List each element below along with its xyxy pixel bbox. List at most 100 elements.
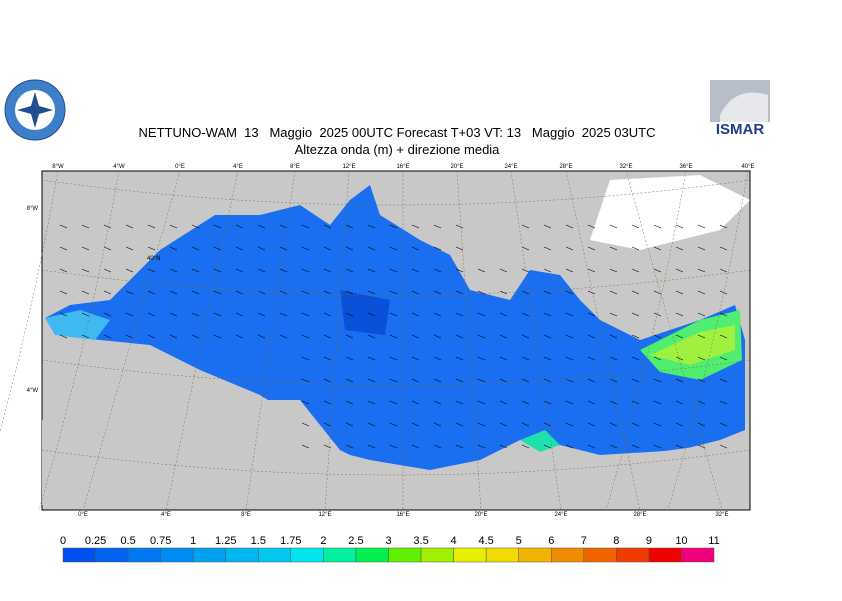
graticule-label: 28°E [559,164,572,170]
arrow [587,290,596,295]
arrow [191,246,200,251]
arrow [367,312,376,317]
arrow [147,246,156,251]
arrow [609,356,618,361]
arrow [609,224,618,229]
arrow [125,268,134,273]
arrow [235,246,244,251]
colorbar-label: 7 [581,535,587,547]
arrow [81,334,90,339]
arrow [147,268,156,273]
arrow [367,334,376,339]
arrow [213,312,222,317]
arrow [499,444,508,449]
graticule-line [245,170,296,511]
arrow [389,422,398,427]
arrow [213,334,222,339]
arrow [477,400,486,405]
graticule-line [82,170,181,511]
arrow [521,312,530,317]
arrow [521,378,530,383]
arrow [103,246,112,251]
colorbar-label: 3.5 [413,535,428,547]
arrow [499,356,508,361]
arrow [411,224,420,229]
graticule-label: 32°E [619,164,632,170]
arrow [323,400,332,405]
arrow [565,356,574,361]
arrow [103,268,112,273]
arrow [367,224,376,229]
graticule-label: 12°E [318,512,331,518]
graticule-line [625,170,723,511]
graticule-label: 32°E [715,512,728,518]
arrow [719,334,728,339]
arrow [235,312,244,317]
graticule-line [565,170,641,511]
arrow [367,246,376,251]
graticule-line [41,179,751,206]
colorbar-label: 0.75 [150,535,171,547]
arrow [147,290,156,295]
arrow [719,422,728,427]
arrow [345,334,354,339]
arrow [653,400,662,405]
arrow [235,334,244,339]
arrow [675,400,684,405]
subtitle: Altezza onda (m) + direzione media [295,142,501,157]
arrow [697,224,706,229]
arrow [433,290,442,295]
graticule-label: 40°N [147,256,160,262]
graticule-line [324,170,350,511]
arrow [235,290,244,295]
arrow [543,422,552,427]
arrow [609,268,618,273]
logo-text: ISMAR [716,121,765,138]
arrow [499,422,508,427]
arrow [455,246,464,251]
title: NETTUNO-WAM 13 Maggio 2025 00UTC Forecas… [139,125,656,140]
arrow [521,334,530,339]
direction-arrows [59,224,728,449]
colorbar-label: 4 [451,535,457,547]
colorbar-segment [420,547,454,563]
graticule-label: 24°E [504,164,517,170]
arrow [565,400,574,405]
arrow [499,334,508,339]
arrow [191,312,200,317]
arrow [697,444,706,449]
arrow [433,400,442,405]
colorbar-segment [323,547,357,563]
arrow [257,268,266,273]
arrow [59,312,68,317]
arrow [477,268,486,273]
arrow [675,356,684,361]
arrow [411,356,420,361]
arrow [257,224,266,229]
arrow [653,290,662,295]
arrow [389,334,398,339]
arrow [587,444,596,449]
arrow [279,224,288,229]
arrow [389,224,398,229]
graticule-label: 4°W [113,164,125,170]
arrow [213,290,222,295]
arrow [191,268,200,273]
arrow [191,224,200,229]
arrow [301,356,310,361]
arrow [147,334,156,339]
arrow [279,268,288,273]
arrow [323,378,332,383]
colorbar-segment [388,547,422,563]
arrow [81,312,90,317]
graticule-label: 36°E [679,164,692,170]
arrow [587,422,596,427]
arrow [301,246,310,251]
arrow [169,312,178,317]
arrow [455,400,464,405]
arrow [697,334,706,339]
arrow [653,334,662,339]
arrow [609,378,618,383]
arrow [257,246,266,251]
arrow [125,224,134,229]
